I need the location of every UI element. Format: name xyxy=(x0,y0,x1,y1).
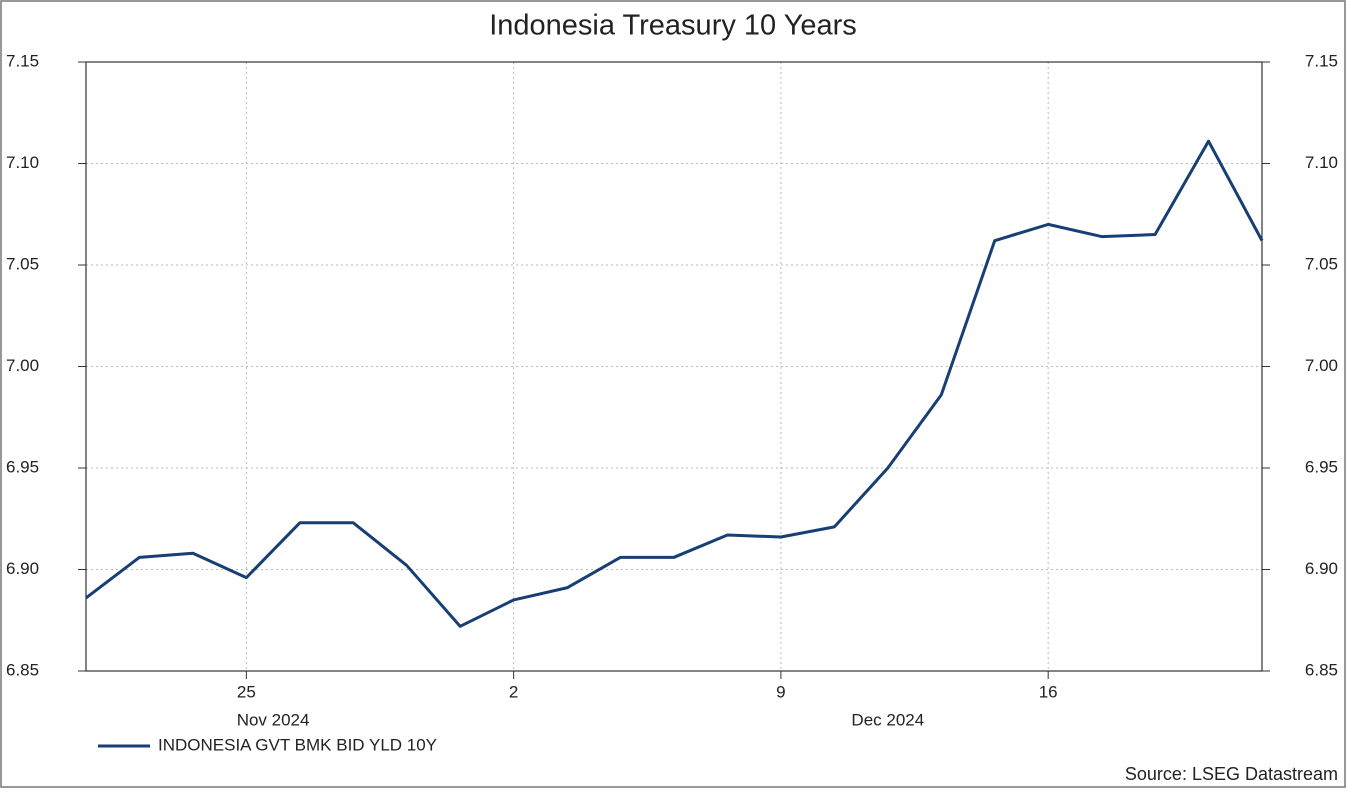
y2-tick-label: 7.05 xyxy=(1305,254,1338,273)
y2-tick-label: 7.15 xyxy=(1305,51,1338,70)
x-period-label: Nov 2024 xyxy=(237,710,310,729)
y-tick-label: 7.10 xyxy=(6,153,39,172)
y2-tick-label: 6.85 xyxy=(1305,660,1338,679)
x-tick-label: 16 xyxy=(1039,682,1058,701)
x-period-label: Dec 2024 xyxy=(851,710,924,729)
y-tick-label: 6.95 xyxy=(6,457,39,476)
source: Source: LSEG Datastream xyxy=(1125,764,1338,784)
y2-tick-label: 7.00 xyxy=(1305,356,1338,375)
x-tick-label: 25 xyxy=(237,682,256,701)
y-tick-label: 6.85 xyxy=(6,660,39,679)
series-line xyxy=(85,139,1264,628)
y-tick-label: 6.90 xyxy=(6,559,39,578)
axes-box xyxy=(85,61,1263,672)
x-tick-label: 9 xyxy=(776,682,785,701)
y2-tick-label: 6.90 xyxy=(1305,559,1338,578)
y-tick-label: 7.00 xyxy=(6,356,39,375)
y-tick-label: 7.05 xyxy=(6,254,39,273)
y-tick-label: 7.15 xyxy=(6,51,39,70)
y2-tick-label: 6.95 xyxy=(1305,457,1338,476)
y2-tick-label: 7.10 xyxy=(1305,153,1338,172)
legend-label: INDONESIA GVT BMK BID YLD 10Y xyxy=(158,735,437,754)
x-tick-label: 2 xyxy=(509,682,518,701)
chart-title: Indonesia Treasury 10 Years xyxy=(489,10,857,42)
